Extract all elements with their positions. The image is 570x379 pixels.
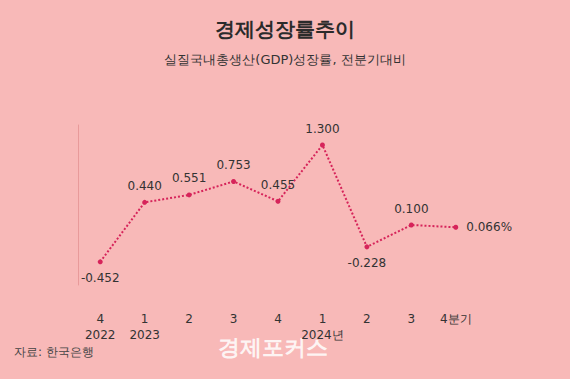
svg-text:1: 1 [141, 312, 149, 326]
svg-text:4: 4 [96, 312, 104, 326]
svg-text:1: 1 [319, 312, 327, 326]
svg-text:-0.452: -0.452 [81, 271, 120, 285]
svg-text:1.300: 1.300 [305, 122, 339, 136]
svg-text:0.455: 0.455 [261, 178, 295, 192]
svg-text:실질국내총생산(GDP)성장률, 전분기대비: 실질국내총생산(GDP)성장률, 전분기대비 [164, 52, 405, 67]
svg-text:0.066%: 0.066% [466, 220, 512, 234]
svg-text:4분기: 4분기 [440, 312, 472, 326]
svg-text:2023: 2023 [129, 328, 160, 342]
svg-text:2022: 2022 [85, 328, 116, 342]
svg-text:자료: 한국은행: 자료: 한국은행 [14, 345, 94, 359]
svg-text:0.100: 0.100 [394, 202, 428, 216]
svg-text:경제성장률추이: 경제성장률추이 [215, 17, 355, 41]
svg-text:0.440: 0.440 [127, 179, 161, 193]
svg-text:2024년: 2024년 [301, 328, 344, 342]
svg-text:4: 4 [274, 312, 282, 326]
svg-text:0.551: 0.551 [172, 171, 206, 185]
svg-text:2: 2 [363, 312, 371, 326]
svg-text:-0.228: -0.228 [348, 256, 387, 270]
svg-text:3: 3 [230, 312, 238, 326]
svg-text:0.753: 0.753 [216, 158, 250, 172]
svg-text:3: 3 [408, 312, 416, 326]
svg-text:2: 2 [185, 312, 193, 326]
svg-text:경제포커스: 경제포커스 [218, 334, 328, 360]
